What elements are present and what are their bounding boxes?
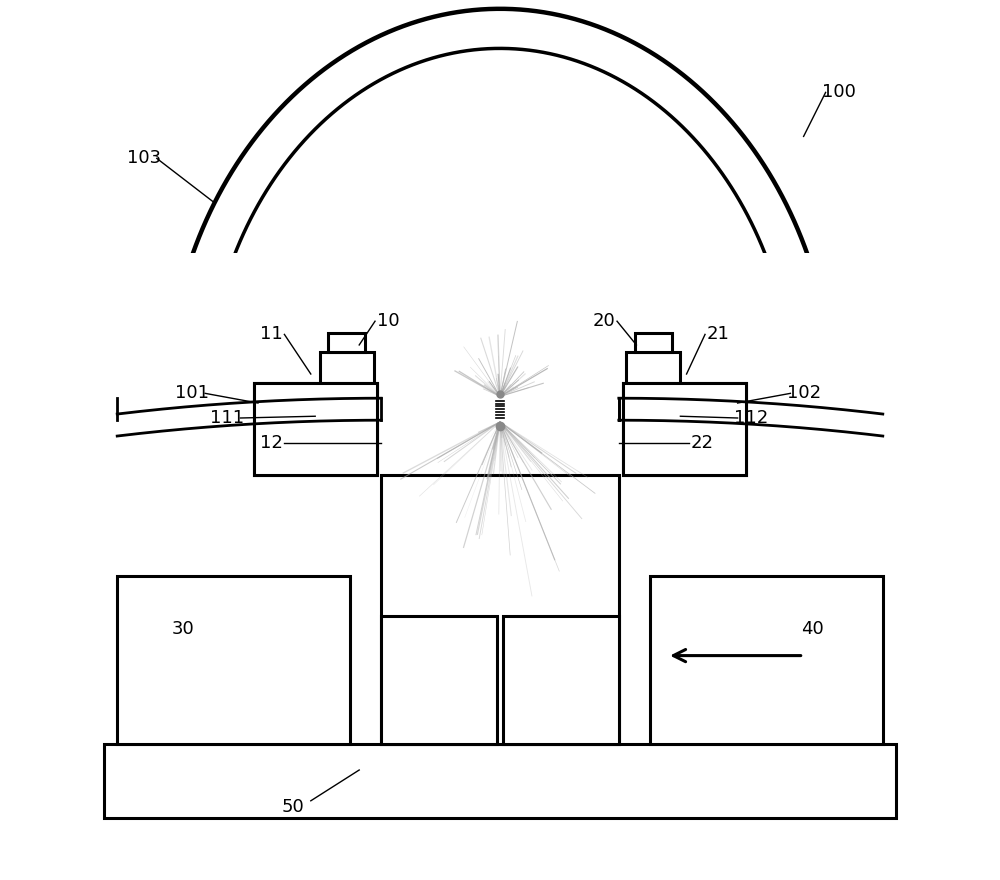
Text: 12: 12 — [260, 434, 283, 451]
Bar — [623, 383, 746, 475]
Text: 111: 111 — [210, 409, 244, 427]
Bar — [635, 333, 672, 352]
Bar — [320, 352, 374, 383]
Bar — [254, 383, 377, 475]
Bar — [60, 424, 940, 880]
Bar — [619, 253, 940, 744]
Bar — [104, 744, 896, 818]
Text: 11: 11 — [260, 326, 283, 343]
Text: 30: 30 — [172, 620, 195, 638]
Text: 10: 10 — [377, 312, 400, 330]
Text: 101: 101 — [175, 385, 209, 402]
Text: 112: 112 — [734, 409, 768, 427]
Text: 21: 21 — [707, 326, 730, 343]
Text: 50: 50 — [282, 798, 305, 816]
Text: 40: 40 — [801, 620, 824, 638]
Bar — [381, 475, 619, 744]
Bar — [60, 253, 381, 744]
Text: 22: 22 — [691, 434, 714, 451]
Bar — [503, 616, 619, 744]
Bar — [650, 576, 883, 744]
Bar — [381, 616, 497, 744]
Text: 103: 103 — [127, 150, 161, 167]
Bar — [117, 576, 350, 744]
Text: 100: 100 — [822, 84, 856, 101]
Bar — [328, 333, 365, 352]
Bar — [623, 383, 746, 475]
Bar — [254, 383, 377, 475]
Text: 20: 20 — [592, 312, 615, 330]
Bar — [626, 352, 680, 383]
Text: 102: 102 — [787, 385, 821, 402]
